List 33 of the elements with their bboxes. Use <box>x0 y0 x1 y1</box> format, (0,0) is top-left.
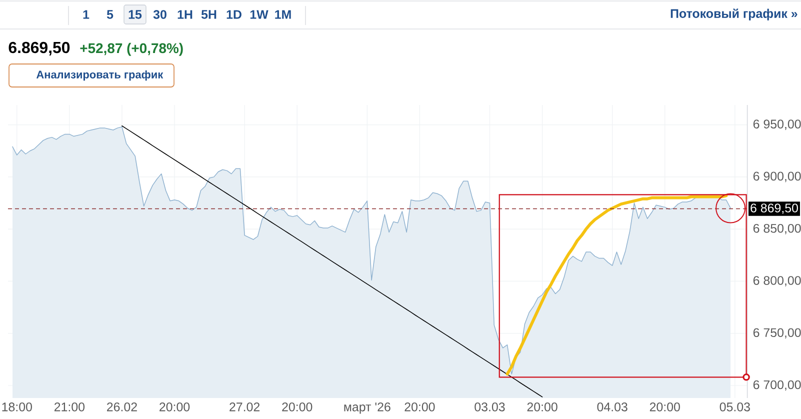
text: Анализировать график <box>36 70 164 81</box>
text: 1 <box>83 10 90 19</box>
x-tick-label: 26.02 <box>107 402 137 412</box>
text: 1W <box>250 10 268 19</box>
text: Потоковый график » <box>670 8 798 20</box>
chart-subtitle: +52,87 (+0,78%) <box>80 42 183 56</box>
chart-title: 6.869,50 <box>8 42 70 56</box>
y-tick-label: 6 800,00 <box>753 276 801 286</box>
x-tick-label: 21:00 <box>54 402 85 412</box>
text: 5 <box>106 10 114 19</box>
text: 5H <box>201 10 216 19</box>
text: 1M <box>275 10 291 19</box>
text: 1D <box>226 10 242 19</box>
x-tick-label: 03.03 <box>474 402 505 412</box>
x-tick-label: 20:00 <box>650 402 680 412</box>
text: 1H <box>178 10 192 19</box>
x-tick-label: 04.03 <box>597 402 628 412</box>
x-tick-label: март '26 <box>344 402 390 414</box>
text: 30 <box>153 10 166 19</box>
y-tick-label: 6 700,00 <box>753 380 801 391</box>
ref-line-label: 6 869,50 <box>750 204 798 214</box>
y-tick-label: 6 900,00 <box>753 172 801 182</box>
text: 15 <box>128 10 142 19</box>
x-tick-label: 20:00 <box>527 402 558 412</box>
y-tick-label: 6 950,00 <box>753 120 801 130</box>
x-tick-label: 05.03 <box>720 402 750 412</box>
x-tick-label: 20:00 <box>160 402 190 412</box>
x-tick-label: 27.02 <box>230 402 260 412</box>
y-tick-label: 6 750,00 <box>753 328 801 338</box>
x-tick-label: 18:00 <box>2 402 32 412</box>
x-tick-label: 20:00 <box>404 402 435 412</box>
x-tick-label: 20:00 <box>282 402 312 412</box>
y-tick-label: 6 850,00 <box>753 224 801 234</box>
